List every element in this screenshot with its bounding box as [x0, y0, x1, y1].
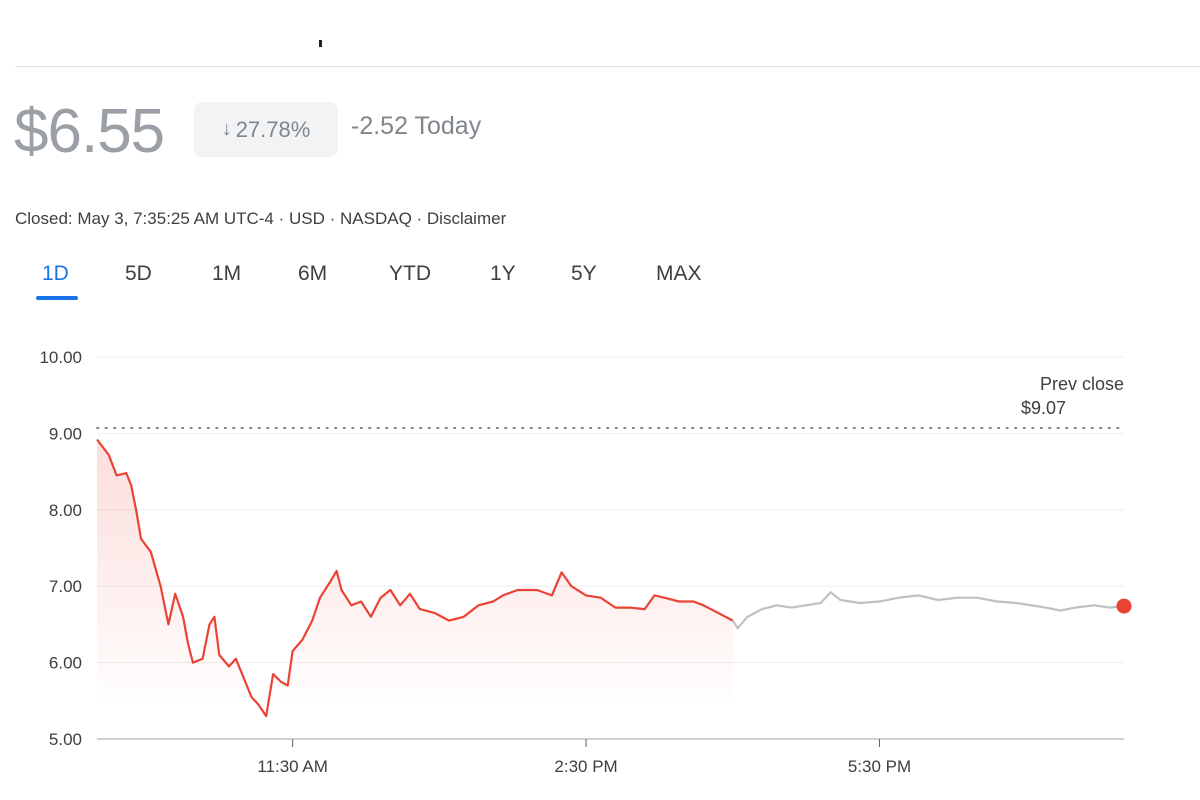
tab-6m[interactable]: 6M	[298, 262, 328, 285]
tab-5d[interactable]: 5D	[125, 262, 152, 285]
change-today: -2.52 Today	[351, 112, 482, 140]
y-tick-label: 10.00	[39, 348, 82, 367]
price-chart[interactable]: 10.00 9.00 8.00 7.00 6.00 5.00 11:30 AM 2:30 PM…	[0, 330, 1200, 800]
y-tick-label: 6.00	[49, 654, 82, 673]
after-hours-line	[731, 591, 1125, 630]
tab-1m[interactable]: 1M	[212, 262, 242, 285]
prev-close-value: $9.07	[1021, 398, 1066, 418]
x-tick-label: 5:30 PM	[848, 757, 911, 776]
active-tab-indicator	[36, 296, 78, 300]
regular-session-line	[96, 438, 734, 718]
change-percent-value: 27.78%	[235, 116, 311, 142]
tab-1y[interactable]: 1Y	[490, 262, 516, 285]
header-mark	[319, 40, 322, 47]
regular-session-area	[97, 439, 733, 717]
change-percent-badge: ↓ 27.78%	[194, 102, 338, 157]
y-tick-label: 7.00	[49, 577, 82, 596]
y-tick-label: 5.00	[49, 730, 82, 749]
y-tick-label: 9.00	[49, 424, 82, 443]
header-divider	[15, 66, 1200, 67]
y-tick-label: 8.00	[49, 501, 82, 520]
x-tick-label: 2:30 PM	[554, 757, 617, 776]
last-price-dot	[1116, 598, 1132, 614]
prev-close-label: Prev close	[1040, 374, 1124, 394]
tab-max[interactable]: MAX	[656, 262, 702, 285]
range-tabs: 1D 5D 1M 6M YTD 1Y 5Y MAX	[0, 262, 760, 302]
arrow-down-icon: ↓	[221, 118, 232, 140]
tab-1d[interactable]: 1D	[42, 262, 69, 285]
tab-ytd[interactable]: YTD	[389, 262, 431, 285]
market-status-line: Closed: May 3, 7:35:25 AM UTC-4 · USD · …	[15, 209, 507, 228]
x-tick-label: 11:30 AM	[257, 757, 328, 776]
tab-5y[interactable]: 5Y	[571, 262, 597, 285]
current-price: $6.55	[14, 97, 165, 166]
